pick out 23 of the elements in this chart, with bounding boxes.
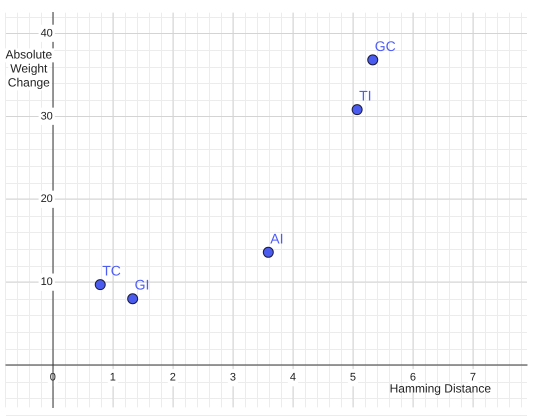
y-tick-label: 10 <box>40 276 53 288</box>
point <box>262 246 274 258</box>
y-tick-label: 20 <box>40 193 53 206</box>
x-tick-label: 6 <box>410 372 416 384</box>
x-tick-label: 4 <box>290 372 296 384</box>
annotation: GC <box>374 38 396 54</box>
y-tick-label: 30 <box>40 110 53 122</box>
y-axis-title: Absolute Weight Change <box>5 48 52 90</box>
point <box>94 279 106 290</box>
x-tick-label: 2 <box>170 372 176 384</box>
annotation: GI <box>134 276 150 293</box>
x-tick-label: 7 <box>470 372 476 384</box>
point <box>367 54 378 66</box>
x-tick-label: 5 <box>350 372 356 384</box>
x-axis-title: Hamming Distance <box>390 381 492 396</box>
x-tick-label: 3 <box>230 372 236 384</box>
point <box>127 293 138 304</box>
x-tick-label: 1 <box>110 372 116 384</box>
annotation: TC <box>102 262 121 279</box>
annotation: TI <box>359 88 372 104</box>
point <box>352 104 363 116</box>
annotation: AI <box>270 230 284 246</box>
y-tick-label: 40 <box>40 27 53 40</box>
